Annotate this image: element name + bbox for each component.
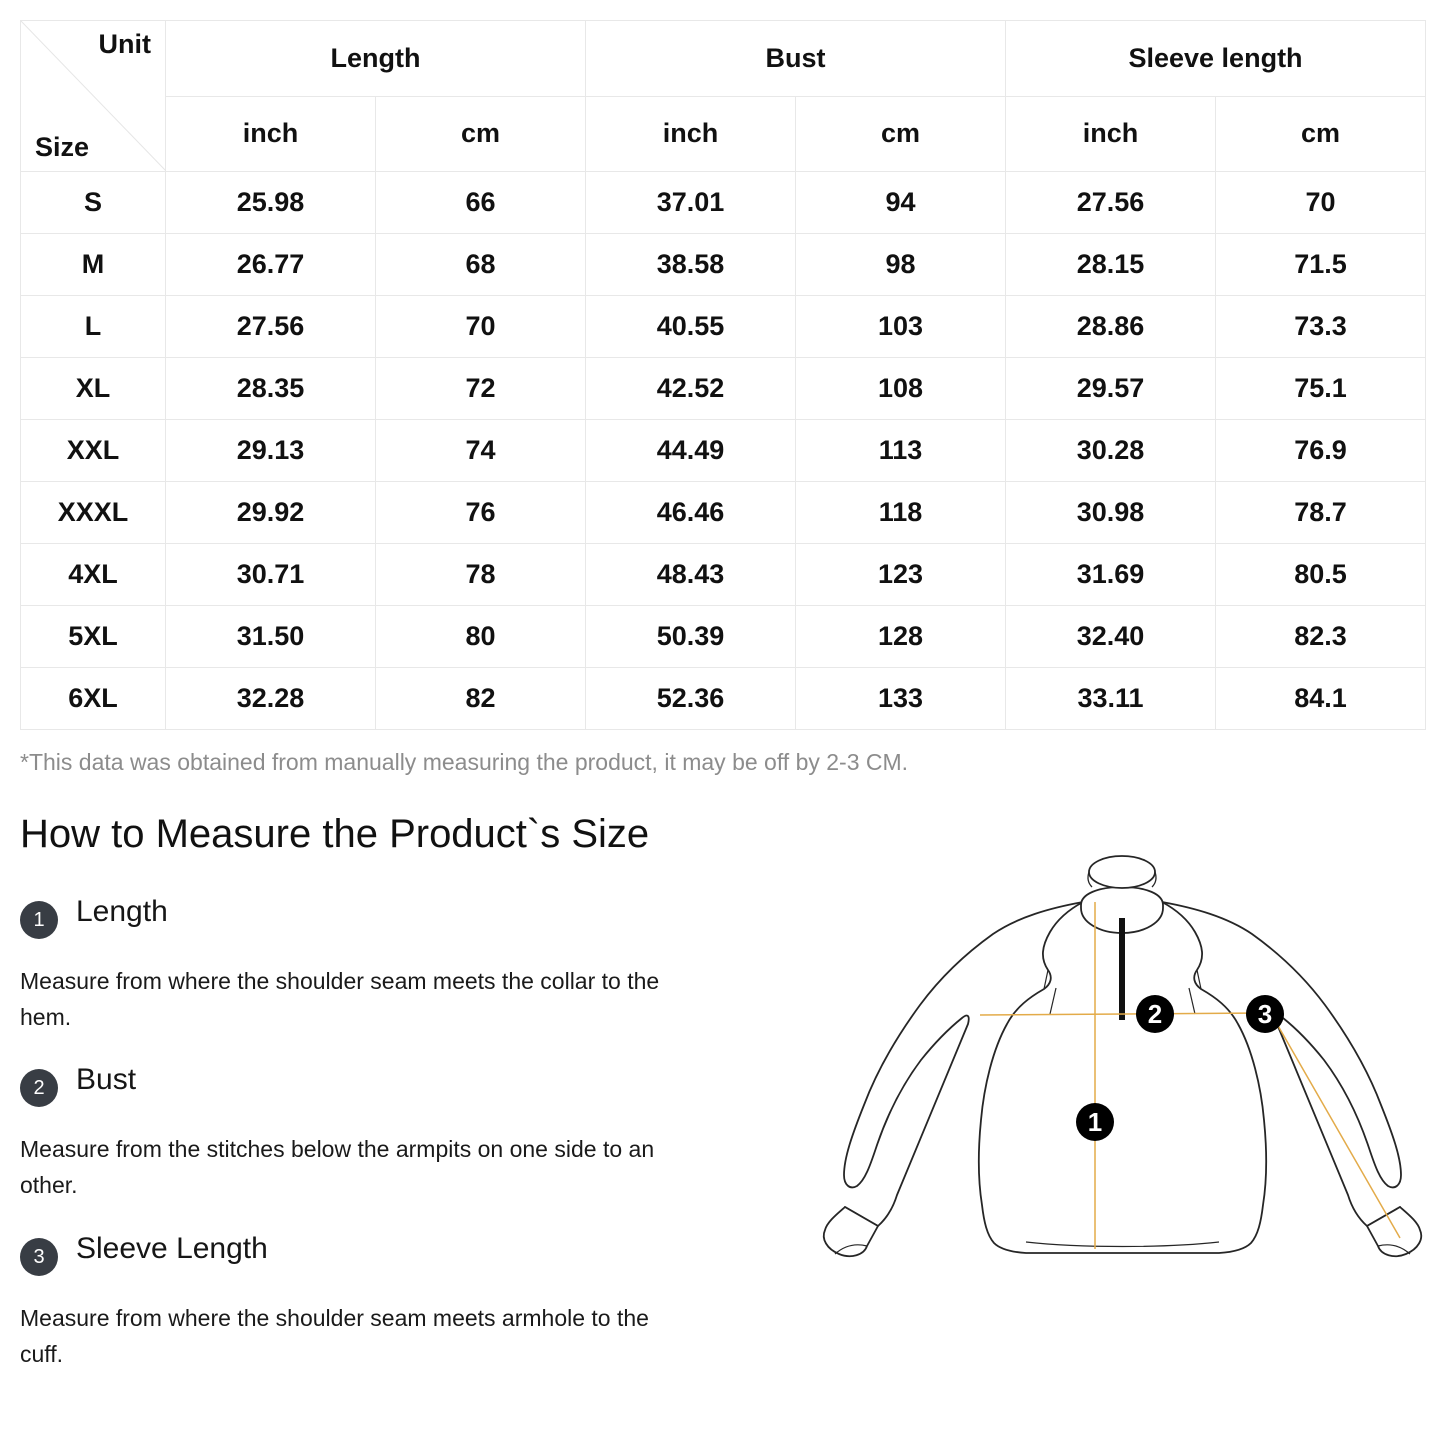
svg-text:2: 2 (1148, 999, 1162, 1029)
svg-text:1: 1 (1088, 1107, 1102, 1137)
svg-text:3: 3 (1258, 999, 1272, 1029)
